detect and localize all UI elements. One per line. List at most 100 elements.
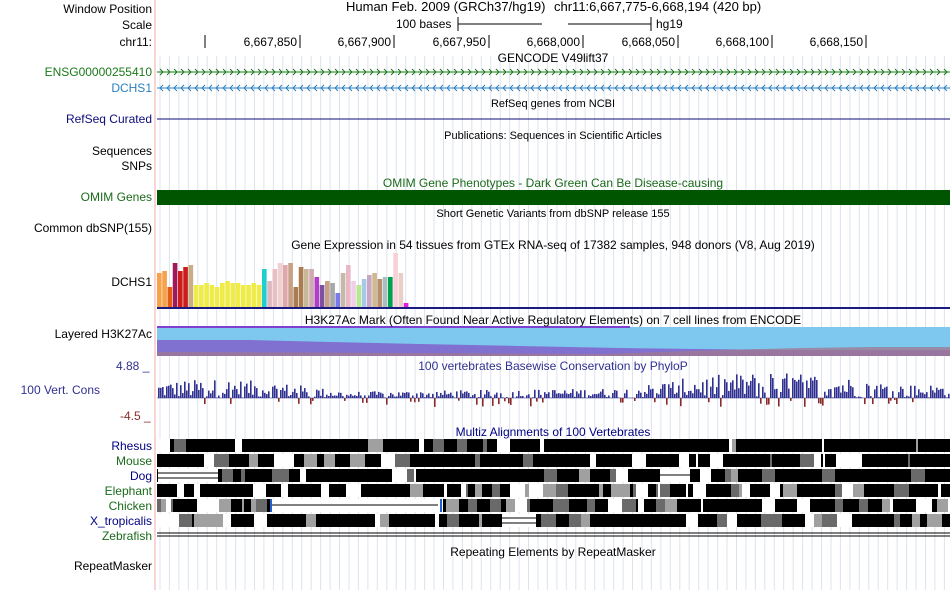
phylop-neg-bar (410, 398, 412, 402)
multiz-block (762, 499, 775, 512)
phylop-pos-bar (830, 389, 832, 398)
h3k27ac-label[interactable]: Layered H3K27Ac (54, 327, 152, 341)
repeatmasker-title[interactable]: Repeating Elements by RepeatMasker (450, 545, 656, 559)
multiz-block (835, 499, 843, 512)
h3k27ac-title[interactable]: H3K27Ac Mark (Often Found Near Active Re… (304, 313, 802, 327)
phylop-pos-bar (346, 394, 348, 398)
gencode-title[interactable]: GENCODE V49lift37 (497, 51, 609, 65)
species-rhesus[interactable]: Rhesus (111, 439, 152, 453)
species-xtropicalis[interactable]: X_tropicalis (89, 514, 152, 528)
omim-title[interactable]: OMIM Gene Phenotypes - Dark Green Can Be… (382, 176, 724, 190)
phylop-pos-bar (480, 390, 482, 398)
conservation-label[interactable]: 100 Vert. Cons (20, 383, 100, 397)
phylop-pos-bar (244, 386, 246, 398)
repeatmasker-label[interactable]: RepeatMasker (73, 559, 152, 573)
strand-arrow (215, 84, 220, 92)
species-zebrafish[interactable]: Zebrafish (101, 529, 152, 543)
multiz-block (433, 439, 444, 452)
multiz-block (636, 484, 648, 497)
phylop-pos-bar (426, 394, 428, 398)
phylop-neg-bar (912, 398, 914, 403)
multiz-block (894, 514, 900, 527)
omim-label[interactable]: OMIM Genes (80, 190, 152, 204)
phylop-pos-bar (432, 393, 434, 398)
species-mouse[interactable]: Mouse (115, 454, 152, 468)
phylop-pos-bar (592, 394, 594, 398)
phylop-pos-bar (946, 397, 948, 398)
phylop-pos-bar (668, 384, 670, 398)
phylop-pos-bar (638, 390, 640, 398)
phylop-pos-bar (446, 394, 448, 398)
gene-label-ensg[interactable]: ENSG00000255410 (44, 65, 152, 79)
conservation-title[interactable]: 100 vertebrates Basewise Conservation by… (418, 359, 688, 373)
phylop-pos-bar (566, 393, 568, 398)
strand-arrow (208, 68, 213, 76)
strand-arrow (558, 84, 563, 92)
strand-arrow (320, 84, 325, 92)
multiz-block (157, 499, 161, 512)
phylop-pos-bar (518, 391, 520, 398)
phylop-pos-bar (598, 393, 600, 398)
strand-arrow (677, 68, 682, 76)
phylop-pos-bar (330, 392, 332, 398)
multiz-block (544, 469, 557, 482)
phylop-pos-bar (372, 391, 374, 398)
phylop-pos-bar (726, 382, 728, 398)
strand-arrow (831, 68, 836, 76)
refseq-label[interactable]: RefSeq Curated (65, 112, 152, 126)
species-elephant[interactable]: Elephant (104, 484, 152, 498)
strand-arrow (677, 84, 682, 92)
gtex-label[interactable]: DCHS1 (111, 275, 152, 289)
phylop-pos-bar (600, 391, 602, 398)
multiz-title[interactable]: Multiz Alignments of 100 Vertebrates (455, 425, 651, 439)
strand-arrow (880, 84, 885, 92)
publications-title[interactable]: Publications: Sequences in Scientific Ar… (444, 130, 662, 142)
publications-label-snps[interactable]: SNPs (121, 159, 152, 173)
strand-arrow (719, 68, 724, 76)
phylop-pos-bar (754, 378, 756, 398)
strand-arrow (187, 84, 192, 92)
gtex-title[interactable]: Gene Expression in 54 tissues from GTEx … (291, 238, 815, 252)
strand-arrow (894, 68, 899, 76)
phylop-pos-bar (276, 388, 278, 398)
phylop-pos-bar (340, 392, 342, 398)
strand-arrow (656, 68, 661, 76)
multiz-block (515, 499, 527, 512)
phylop-pos-bar (390, 392, 392, 398)
phylop-pos-bar (532, 397, 534, 398)
dbsnp-title[interactable]: Short Genetic Variants from dbSNP releas… (436, 208, 670, 220)
phylop-pos-bar (236, 389, 238, 398)
phylop-pos-bar (730, 382, 732, 398)
gene-label-dchs1[interactable]: DCHS1 (111, 81, 152, 95)
phylop-pos-bar (274, 385, 276, 398)
phylop-pos-bar (868, 385, 870, 398)
multiz-block (523, 454, 533, 467)
strand-arrow (684, 84, 689, 92)
strand-arrow (565, 68, 570, 76)
multiz-block (475, 484, 482, 497)
strand-arrow (439, 84, 444, 92)
publications-label-sequences[interactable]: Sequences (91, 144, 152, 158)
phylop-pos-bar (808, 388, 810, 398)
multiz-block (222, 469, 224, 482)
phylop-pos-bar (406, 392, 408, 398)
phylop-pos-bar (788, 388, 790, 398)
ruler-tick-label: 6,667,850 (243, 35, 297, 49)
phylop-pos-bar (664, 384, 666, 398)
phylop-pos-bar (502, 397, 504, 398)
dbsnp-label[interactable]: Common dbSNP(155) (33, 221, 152, 235)
species-chicken[interactable]: Chicken (108, 499, 152, 513)
position-text[interactable]: chr11:6,667,775-6,668,194 (420 bp) (554, 0, 762, 14)
gtex-tissue-bar (314, 277, 320, 307)
phylop-pos-bar (282, 387, 284, 398)
species-dog[interactable]: Dog (129, 469, 152, 483)
multiz-block (783, 484, 797, 497)
phylop-pos-bar (624, 393, 626, 398)
strand-arrow (579, 84, 584, 92)
refseq-title[interactable]: RefSeq genes from NCBI (490, 98, 616, 110)
strand-arrow (936, 68, 941, 76)
gtex-tissue-bar (377, 279, 383, 307)
strand-arrow (817, 68, 822, 76)
